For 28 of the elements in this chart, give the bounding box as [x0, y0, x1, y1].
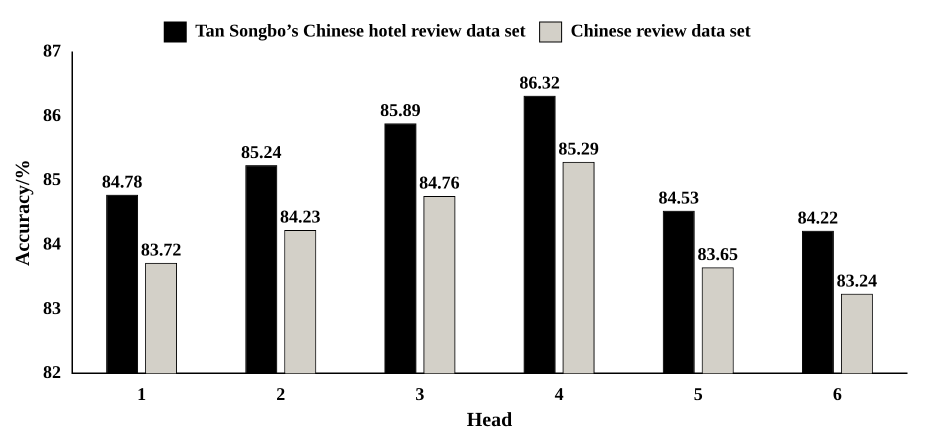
data-label: 83.72: [140, 239, 182, 260]
y-tick-label: 87: [43, 40, 61, 61]
y-tick-label: 83: [43, 298, 61, 318]
y-tick-label: 85: [43, 169, 61, 190]
x-axis-title: Head: [466, 409, 512, 432]
data-label: 85.29: [558, 138, 599, 159]
y-tick-label: 86: [43, 104, 61, 125]
x-tick-label: 5: [694, 384, 703, 404]
data-label: 86.32: [519, 72, 560, 92]
data-label: 83.24: [836, 270, 878, 290]
data-label: 84.22: [798, 207, 838, 228]
data-label: 84.53: [658, 187, 700, 208]
y-axis-title: Accuracy/%: [12, 159, 34, 266]
data-label: 85.24: [241, 142, 282, 162]
data-label: 85.89: [380, 100, 421, 120]
x-tick-label: 6: [832, 384, 842, 404]
x-tick-label: 4: [554, 384, 564, 404]
data-label: 83.65: [697, 244, 738, 264]
x-tick-label: 3: [415, 384, 424, 404]
legend-label: Chinese review data set: [570, 20, 751, 41]
data-label: 84.78: [102, 171, 142, 192]
x-tick-label: 1: [137, 384, 146, 404]
data-label: 84.76: [419, 172, 460, 193]
data-label: 84.23: [280, 206, 320, 227]
x-tick-label: 2: [276, 384, 286, 404]
y-tick-label: 82: [43, 362, 61, 382]
legend-label: Tan Songbo’s Chinese hotel review data set: [195, 20, 526, 41]
y-tick-label: 84: [43, 233, 61, 254]
